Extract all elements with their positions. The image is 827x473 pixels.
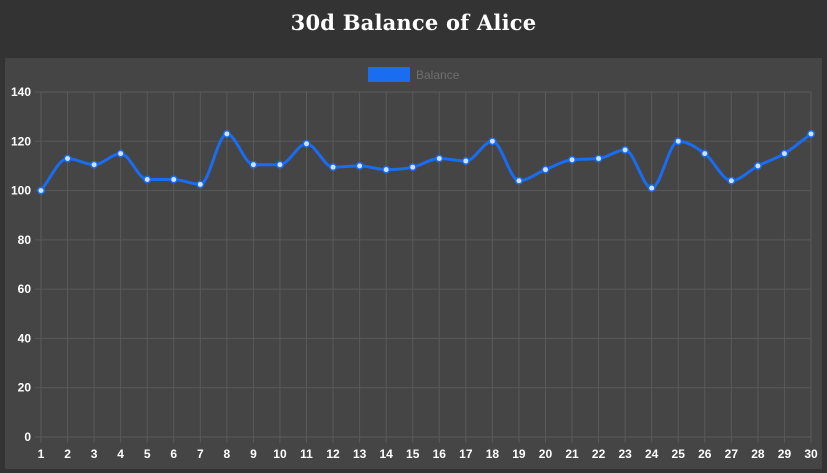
data-point[interactable] xyxy=(355,161,364,170)
y-tick-label: 80 xyxy=(18,233,32,247)
x-tick-label: 22 xyxy=(592,447,606,461)
data-point[interactable] xyxy=(807,129,815,138)
x-tick-label: 12 xyxy=(326,447,340,461)
legend[interactable]: Balance xyxy=(368,67,460,82)
x-tick-label: 29 xyxy=(778,447,792,461)
data-point[interactable] xyxy=(276,160,284,169)
data-point[interactable] xyxy=(435,154,444,163)
x-tick-label: 30 xyxy=(804,447,818,461)
data-point[interactable] xyxy=(408,163,417,172)
grid-lines xyxy=(35,91,812,443)
data-point[interactable] xyxy=(700,149,709,158)
data-point[interactable] xyxy=(568,155,576,164)
x-tick-label: 17 xyxy=(459,447,473,461)
data-point[interactable] xyxy=(37,186,45,195)
x-tick-label: 25 xyxy=(672,447,686,461)
data-point[interactable] xyxy=(727,176,736,185)
x-tick-label: 3 xyxy=(91,447,98,461)
data-point[interactable] xyxy=(196,180,205,189)
data-point[interactable] xyxy=(647,184,656,193)
x-tick-label: 26 xyxy=(698,447,712,461)
data-point[interactable] xyxy=(302,139,311,148)
x-tick-label: 20 xyxy=(539,447,553,461)
x-tick-label: 19 xyxy=(512,447,526,461)
data-point[interactable] xyxy=(461,157,470,165)
x-tick-label: 1 xyxy=(38,447,45,461)
x-tick-label: 18 xyxy=(486,447,500,461)
data-point[interactable] xyxy=(116,149,125,158)
x-tick-label: 24 xyxy=(645,447,659,461)
x-tick-label: 27 xyxy=(725,447,739,461)
x-tick-label: 14 xyxy=(379,447,393,461)
data-point[interactable] xyxy=(329,163,338,172)
x-tick-label: 23 xyxy=(618,447,632,461)
data-point[interactable] xyxy=(249,160,258,169)
y-tick-label: 20 xyxy=(18,381,32,395)
x-tick-label: 5 xyxy=(144,447,151,461)
data-point[interactable] xyxy=(514,176,523,185)
series-line-balance xyxy=(39,132,813,193)
x-tick-label: 7 xyxy=(197,447,204,461)
y-tick-label: 120 xyxy=(11,134,31,148)
x-tick-label: 2 xyxy=(64,447,71,461)
series-points-layer xyxy=(37,129,815,195)
x-tick-label: 21 xyxy=(565,447,579,461)
data-point[interactable] xyxy=(143,175,152,184)
legend-swatch[interactable] xyxy=(368,67,410,82)
data-point[interactable] xyxy=(222,129,231,138)
page-title: 30d Balance of Alice xyxy=(290,10,537,35)
legend-label-balance[interactable]: Balance xyxy=(416,68,460,82)
x-tick-label: 15 xyxy=(406,447,420,461)
y-tick-label: 140 xyxy=(11,85,31,99)
data-point[interactable] xyxy=(780,149,789,158)
x-tick-label: 8 xyxy=(224,447,231,461)
x-tick-label: 10 xyxy=(273,447,287,461)
y-tick-label: 40 xyxy=(18,331,32,345)
data-point[interactable] xyxy=(621,145,630,154)
data-point[interactable] xyxy=(169,175,178,184)
chart-panel: 0 20 40 60 80 100 120 140 1 2 3 4 5 6 7 8 9 10 11 12 13 14 15 1… xyxy=(5,58,822,469)
y-tick-label: 0 xyxy=(24,430,31,444)
data-point[interactable] xyxy=(63,154,72,163)
y-tick-label: 60 xyxy=(18,282,32,296)
x-tick-label: 4 xyxy=(117,447,124,461)
data-point[interactable] xyxy=(674,137,683,146)
series-line-layer xyxy=(39,132,813,193)
data-point[interactable] xyxy=(90,160,99,169)
data-point[interactable] xyxy=(488,137,497,146)
data-point[interactable] xyxy=(594,154,603,163)
x-tick-label: 13 xyxy=(353,447,367,461)
data-point[interactable] xyxy=(382,165,391,174)
x-tick-label: 28 xyxy=(751,447,765,461)
y-tick-label: 100 xyxy=(11,184,31,198)
x-tick-label: 6 xyxy=(170,447,177,461)
data-point[interactable] xyxy=(541,165,550,174)
data-point[interactable] xyxy=(753,161,762,170)
x-tick-label: 16 xyxy=(433,447,447,461)
x-tick-label: 11 xyxy=(300,447,313,461)
x-tick-label: 9 xyxy=(250,447,257,461)
